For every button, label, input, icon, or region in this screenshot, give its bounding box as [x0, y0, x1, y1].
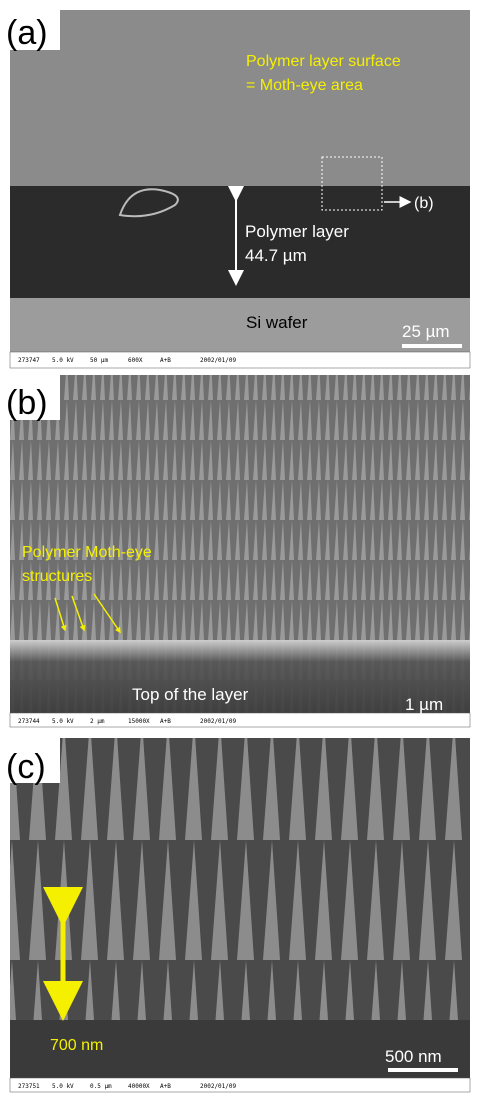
- info-field: 600X: [128, 357, 143, 364]
- scale-bar: [402, 344, 462, 348]
- info-field: 5.0 kV: [52, 357, 74, 364]
- info-field: 273747: [18, 357, 40, 364]
- annotation: Polymer Moth-eye: [22, 544, 152, 561]
- info-field: 2002/01/09: [200, 1083, 237, 1090]
- info-field: 273751: [18, 1083, 40, 1090]
- info-field: A+B: [160, 357, 171, 364]
- info-field: 2002/01/09: [200, 357, 237, 364]
- info-field: 5.0 kV: [52, 1083, 74, 1090]
- info-field: 2002/01/09: [200, 718, 237, 725]
- info-bar: [10, 713, 470, 727]
- annotation: 44.7 µm: [245, 246, 307, 265]
- annotation: Polymer layer: [245, 222, 349, 241]
- annotation: (b): [414, 195, 434, 212]
- annotation: Polymer layer surface: [246, 53, 401, 70]
- info-field: 5.0 kV: [52, 718, 74, 725]
- info-field: 50 µm: [90, 357, 108, 364]
- annotation: 700 nm: [50, 1037, 103, 1054]
- info-field: A+B: [160, 1083, 171, 1090]
- scale-bar-label: 25 µm: [402, 322, 450, 341]
- scale-bar-label: 1 µm: [405, 695, 443, 714]
- scale-bar: [388, 1068, 458, 1072]
- annotation: structures: [22, 568, 92, 585]
- annotation: = Moth-eye area: [246, 77, 363, 94]
- panel-c: (c) 700 nm 500 nm 273751 5.0 kV 0.5 µm 4000…: [0, 733, 470, 1092]
- scale-bar: [403, 715, 463, 719]
- info-field: 0.5 µm: [90, 1083, 112, 1090]
- scale-bar-label: 500 nm: [385, 1047, 442, 1066]
- info-field: 273744: [18, 718, 40, 725]
- panel-b: (b) Polymer Moth-eye structures Top of t…: [0, 370, 470, 727]
- panel-label: (a): [6, 14, 48, 52]
- info-field: 40000X: [128, 1083, 150, 1090]
- page: {"panels": [ {"label": "(a)", "annotatio…: [0, 0, 481, 1099]
- figure: (a) Polymer layer surface = Moth-eye are…: [0, 0, 481, 1099]
- annotation: Si wafer: [246, 313, 308, 332]
- annotation: Top of the layer: [132, 685, 249, 704]
- info-bar: [10, 1078, 470, 1092]
- sem-wafer: [10, 298, 470, 352]
- panel-label: (c): [6, 748, 46, 786]
- info-bar: [10, 352, 470, 368]
- sem-surface: [10, 10, 470, 186]
- info-field: A+B: [160, 718, 171, 725]
- sem-polymer: [10, 186, 470, 298]
- panel-label: (b): [6, 384, 48, 422]
- panel-a: (a) Polymer layer surface = Moth-eye are…: [0, 0, 470, 368]
- info-field: 15000X: [128, 718, 150, 725]
- info-field: 2 µm: [90, 718, 105, 725]
